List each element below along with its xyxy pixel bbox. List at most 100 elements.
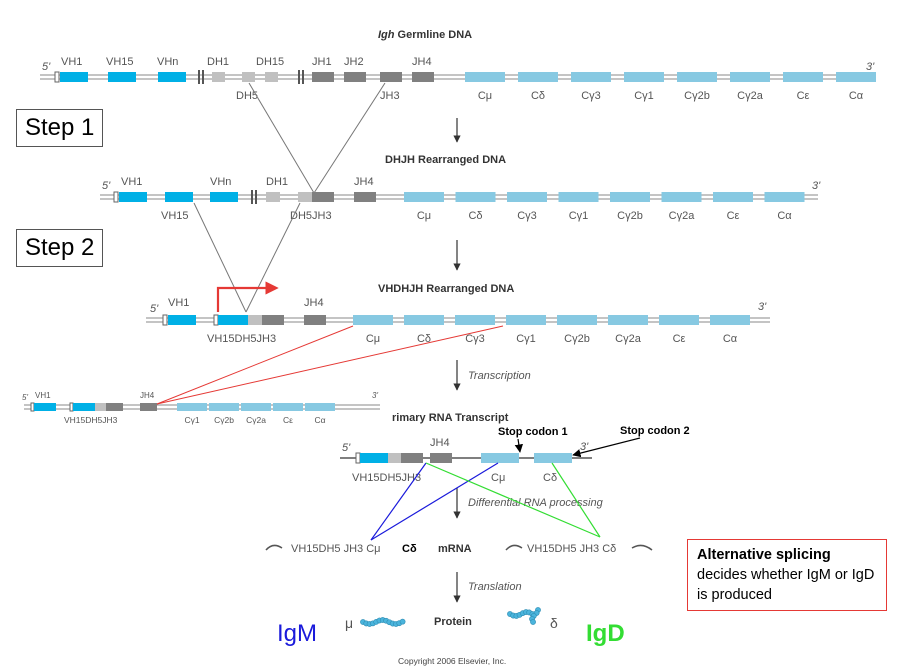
- label-jh3: JH3: [380, 90, 400, 102]
- copyright: Copyright 2006 Elsevier, Inc.: [398, 656, 506, 666]
- germline-constant-genes: Cμ Cδ Cγ3 Cγ1 Cγ2b Cγ2a Cε Cα: [465, 72, 876, 102]
- constant-gene-segment: [624, 72, 664, 82]
- constant-gene-segment: [507, 192, 547, 202]
- step-2-label: Step 2: [25, 234, 95, 261]
- constant-gene-label: Cδ: [531, 90, 545, 102]
- dj-label-dh5jh3: DH5JH3: [290, 210, 332, 222]
- igm-label: IgM: [277, 620, 318, 647]
- vh1-segment: [60, 72, 88, 82]
- constant-gene-label: Cδ: [417, 333, 431, 345]
- constant-gene-segment: [710, 315, 750, 325]
- constant-gene-label: Cε: [797, 90, 810, 102]
- three-prime-label: 3': [580, 441, 589, 453]
- constant-gene-label: Cα: [777, 210, 792, 222]
- constant-gene-segment: [557, 315, 597, 325]
- five-prime-label: 5': [342, 442, 351, 454]
- step-2-box: Step 2: [16, 229, 104, 267]
- constant-gene-label: Cε: [673, 333, 686, 345]
- dh15-segment: [265, 72, 278, 82]
- label-vhn: VHn: [157, 56, 178, 68]
- constant-gene-segment: [465, 72, 505, 82]
- constant-gene-segment: [661, 192, 702, 202]
- constant-gene-label: Cα: [849, 90, 864, 102]
- stop-codon-1-label: Stop codon 1: [498, 426, 568, 438]
- constant-gene-label: Cγ1: [569, 210, 589, 222]
- constant-gene-label: Cγ3: [465, 333, 485, 345]
- constant-gene-segment: [273, 403, 303, 411]
- mrna-title: mRNA: [438, 543, 472, 555]
- small-label-vdj: VH15DH5JH3: [64, 415, 118, 425]
- constant-gene-segment: [209, 403, 239, 411]
- label-vh1: VH1: [61, 56, 82, 68]
- germline-dna: 5' 3' Cμ Cδ Cγ3 Cγ1 Cγ2b Cγ2a Cε Cα: [40, 61, 876, 102]
- primary-rna: 5' 3': [340, 441, 592, 464]
- step-1-box: Step 1: [16, 109, 104, 147]
- jh4-segment: [412, 72, 434, 82]
- splicing-lines: [370, 462, 601, 541]
- mrna-label-cdelta: Cδ: [402, 543, 417, 555]
- igd-protein-chain: [507, 607, 541, 625]
- constant-gene-label: Cγ2b: [564, 333, 590, 345]
- alt-box-text: decides whether IgM or IgD is produced: [697, 567, 875, 603]
- label-dh15: DH15: [256, 56, 284, 68]
- step2-recombination-lines: [193, 202, 301, 313]
- constant-gene-label: Cγ2a: [669, 210, 696, 222]
- label-jh4: JH4: [412, 56, 432, 68]
- constant-gene-segment: [677, 72, 717, 82]
- igd-label: IgD: [586, 620, 625, 647]
- rna-label-cdelta: Cδ: [543, 472, 557, 484]
- dj-constant-genes: Cμ Cδ Cγ3 Cγ1 Cγ2b Cγ2a Cε Cα: [404, 192, 805, 222]
- vdj-label-vdj: VH15DH5JH3: [207, 333, 276, 345]
- rna-label-jh4: JH4: [430, 437, 450, 449]
- primary-rna-title: rimary RNA Transcript: [392, 412, 509, 424]
- constant-gene-label: Cγ1: [634, 90, 654, 102]
- constant-gene-segment: [404, 192, 444, 202]
- constant-gene-segment: [506, 315, 546, 325]
- constant-gene-label: Cγ2b: [617, 210, 643, 222]
- label-jh2: JH2: [344, 56, 364, 68]
- stop-codon-2-arrow: [572, 437, 641, 458]
- label-dh5: DH5: [236, 90, 258, 102]
- vdj-constant-genes: Cμ Cδ Cγ3 Cγ1 Cγ2b Cγ2a Cε Cα: [353, 315, 750, 345]
- three-prime-label: 3': [372, 391, 378, 400]
- protein-title: Protein: [434, 616, 472, 628]
- constant-gene-label: Cμ: [417, 210, 431, 222]
- rna-label-vdj: VH15DH5JH3: [352, 472, 421, 484]
- dj-label-dh1: DH1: [266, 176, 288, 188]
- jh2-segment: [344, 72, 366, 82]
- five-prime-label: 5': [150, 303, 159, 315]
- stop-codon-2-label: Stop codon 2: [620, 425, 690, 437]
- dj-label-vh1: VH1: [121, 176, 142, 188]
- dj-title: DHJH Rearranged DNA: [385, 154, 506, 166]
- constant-gene-segment: [177, 403, 207, 411]
- constant-gene-segment: [836, 72, 876, 82]
- constant-gene-segment: [241, 403, 271, 411]
- transcription-label: Transcription: [468, 370, 531, 382]
- igm-protein-chain: [360, 617, 406, 627]
- label-dh1: DH1: [207, 56, 229, 68]
- constant-gene-segment: [455, 192, 496, 202]
- constant-gene-label: Cγ2b: [684, 90, 710, 102]
- vdj-label-jh4: JH4: [304, 297, 324, 309]
- constant-gene-label: Cγ1: [184, 415, 199, 425]
- constant-gene-label: Cα: [314, 415, 325, 425]
- mrna-tail-right: [505, 544, 523, 551]
- promoter-arrow: [216, 281, 279, 312]
- constant-gene-segment: [518, 72, 558, 82]
- five-prime-label: 5': [22, 393, 28, 402]
- constant-gene-segment: [730, 72, 770, 82]
- vh15-segment: [108, 72, 136, 82]
- dj-label-jh4: JH4: [354, 176, 374, 188]
- amino-acid-bead: [399, 618, 406, 625]
- vdj-label-vh1: VH1: [168, 297, 189, 309]
- label-vh15: VH15: [106, 56, 134, 68]
- dj-label-vh15: VH15: [161, 210, 189, 222]
- protein-label-mu: μ: [345, 615, 353, 631]
- constant-gene-label: Cγ3: [517, 210, 537, 222]
- constant-gene-segment: [764, 192, 805, 202]
- jh3-segment: [380, 72, 402, 82]
- three-prime-label: 3': [812, 180, 821, 192]
- differential-label: Differential RNA processing: [468, 497, 604, 509]
- constant-gene-label: Cγ3: [581, 90, 601, 102]
